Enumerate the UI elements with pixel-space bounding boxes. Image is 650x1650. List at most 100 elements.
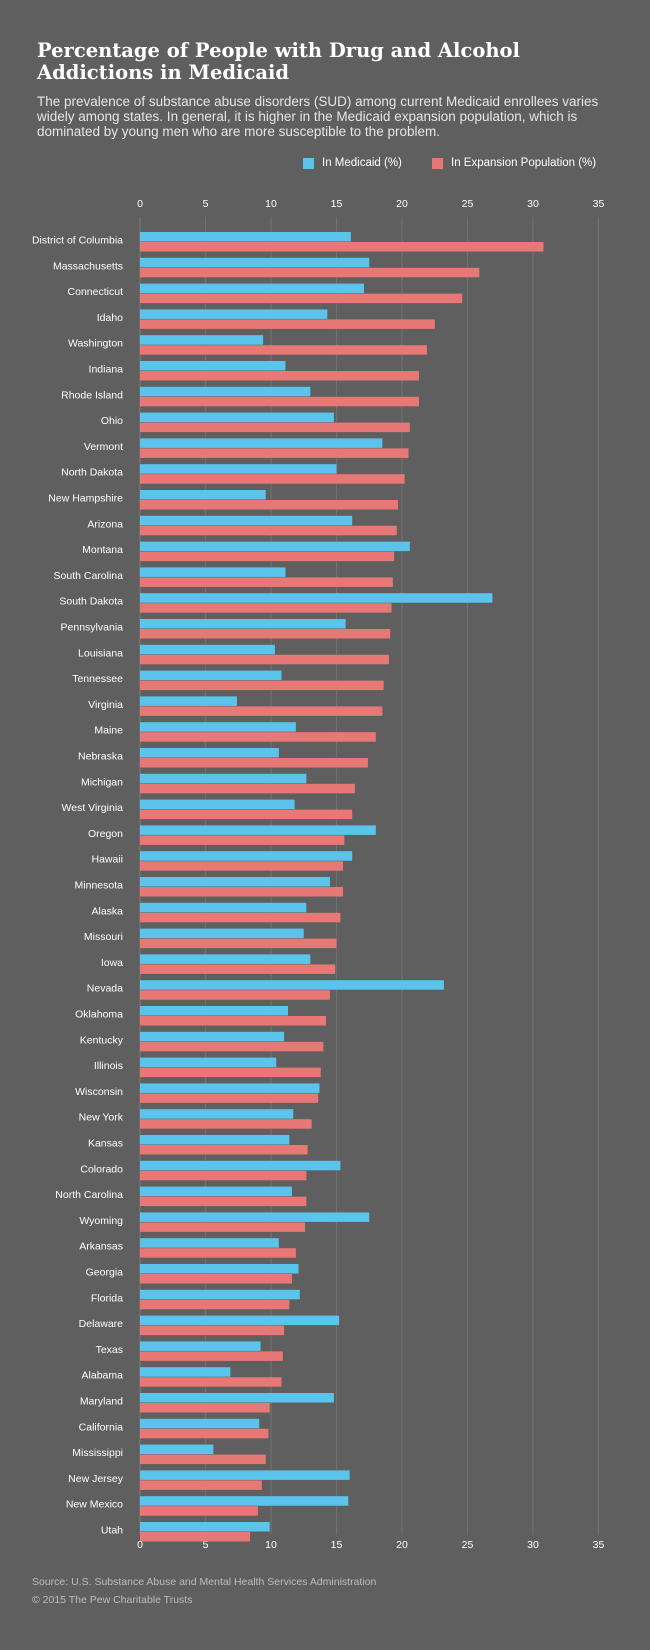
- category-label: Wisconsin: [75, 1086, 123, 1098]
- bar-expansion: [140, 809, 353, 820]
- bar-expansion: [140, 371, 420, 381]
- bar-medicaid: [140, 644, 275, 655]
- bar-medicaid: [140, 928, 304, 939]
- bar-medicaid: [140, 1393, 334, 1403]
- bar-expansion: [140, 938, 337, 949]
- bar-expansion: [140, 1403, 270, 1413]
- legend-label-medicaid: In Medicaid (%): [322, 157, 402, 169]
- bar-medicaid: [140, 1212, 370, 1222]
- bar-medicaid: [140, 1238, 279, 1248]
- bar-medicaid: [140, 1109, 294, 1119]
- bar-medicaid: [140, 773, 307, 784]
- bar-expansion: [140, 1506, 258, 1516]
- category-label: Michigan: [81, 776, 123, 788]
- bar-medicaid: [140, 799, 295, 810]
- bar-medicaid: [140, 490, 266, 500]
- category-label: Florida: [91, 1292, 123, 1304]
- category-label: Colorado: [80, 1163, 123, 1175]
- chart-subtitle: The prevalence of substance abuse disord…: [37, 94, 599, 139]
- bar-expansion: [140, 1041, 324, 1052]
- category-label: Texas: [96, 1344, 123, 1356]
- category-label: Maryland: [80, 1396, 123, 1408]
- bar-expansion: [140, 732, 376, 742]
- bar-medicaid: [140, 335, 264, 345]
- bar-medicaid: [140, 877, 330, 887]
- bar-expansion: [140, 990, 330, 1000]
- bar-medicaid: [140, 954, 311, 964]
- bar-expansion: [140, 474, 405, 484]
- category-label: Massachusetts: [53, 260, 123, 272]
- category-label: Louisiana: [78, 647, 123, 659]
- source-note: Source: U.S. Substance Abuse and Mental …: [32, 1576, 377, 1588]
- bar-medicaid: [140, 748, 279, 758]
- bar-medicaid: [140, 1006, 289, 1016]
- bar-medicaid: [140, 257, 370, 268]
- bar-expansion: [140, 525, 397, 536]
- bar-expansion: [140, 1067, 321, 1078]
- bar-expansion: [140, 1325, 285, 1336]
- bar-expansion: [140, 242, 544, 252]
- bar-expansion: [140, 629, 391, 639]
- bar-medicaid: [140, 902, 307, 913]
- category-label: Maine: [94, 725, 123, 737]
- bar-medicaid: [140, 232, 351, 242]
- category-label: Rhode Island: [61, 389, 123, 401]
- bar-expansion: [140, 396, 420, 407]
- bar-expansion: [140, 1093, 319, 1103]
- category-label: North Carolina: [55, 1189, 123, 1201]
- category-label: Connecticut: [68, 286, 124, 298]
- legend-item-medicaid: In Medicaid (%): [303, 157, 402, 169]
- category-label: North Dakota: [61, 467, 123, 479]
- bar-expansion: [140, 267, 480, 278]
- x-tick-label-bottom: 0: [137, 1539, 143, 1551]
- bar-expansion: [140, 422, 410, 433]
- bar-expansion: [140, 551, 395, 562]
- category-label: Alaska: [91, 905, 123, 917]
- bar-medicaid: [140, 1315, 340, 1326]
- category-label: Nebraska: [78, 751, 123, 763]
- bar-expansion: [140, 783, 355, 794]
- bar-expansion: [140, 1222, 306, 1232]
- bar-medicaid: [140, 1522, 270, 1532]
- bar-expansion: [140, 1480, 262, 1490]
- category-label: Vermont: [84, 441, 123, 453]
- bar-expansion: [140, 1377, 282, 1387]
- category-label: Indiana: [89, 364, 124, 376]
- category-label: New York: [79, 1112, 124, 1124]
- bar-medicaid: [140, 1341, 261, 1351]
- legend-label-expansion: In Expansion Population (%): [451, 157, 597, 169]
- bar-expansion: [140, 706, 383, 716]
- bar-expansion: [140, 680, 384, 691]
- bar-expansion: [140, 1248, 296, 1258]
- chart-legend: In Medicaid (%) In Expansion Population …: [0, 157, 650, 173]
- bar-expansion: [140, 319, 435, 329]
- category-label: Idaho: [97, 312, 123, 324]
- bar-medicaid: [140, 309, 328, 319]
- bar-expansion: [140, 345, 427, 355]
- bar-medicaid: [140, 1367, 231, 1377]
- x-tick-label-bottom: 25: [462, 1539, 474, 1551]
- bar-medicaid: [140, 1264, 299, 1274]
- bar-expansion: [140, 912, 341, 923]
- bar-medicaid: [140, 1418, 260, 1429]
- category-label: New Hampshire: [48, 493, 123, 505]
- category-label: Montana: [82, 544, 123, 556]
- bar-medicaid: [140, 541, 410, 552]
- bar-expansion: [140, 1016, 327, 1026]
- bar-medicaid: [140, 825, 376, 835]
- bar-expansion: [140, 448, 409, 458]
- bar-medicaid: [140, 1083, 320, 1093]
- x-tick-label-top: 25: [462, 198, 474, 210]
- category-label: Ohio: [101, 415, 123, 427]
- category-label: Hawaii: [91, 854, 123, 866]
- bar-medicaid: [140, 1160, 341, 1171]
- bar-medicaid: [140, 851, 353, 861]
- bar-expansion: [140, 1454, 266, 1465]
- category-label: California: [79, 1421, 124, 1433]
- bar-medicaid: [140, 361, 286, 371]
- bar-medicaid: [140, 696, 237, 706]
- category-label: New Mexico: [66, 1499, 123, 1511]
- category-label: District of Columbia: [32, 235, 123, 247]
- bar-medicaid: [140, 283, 365, 294]
- bar-medicaid: [140, 1135, 290, 1145]
